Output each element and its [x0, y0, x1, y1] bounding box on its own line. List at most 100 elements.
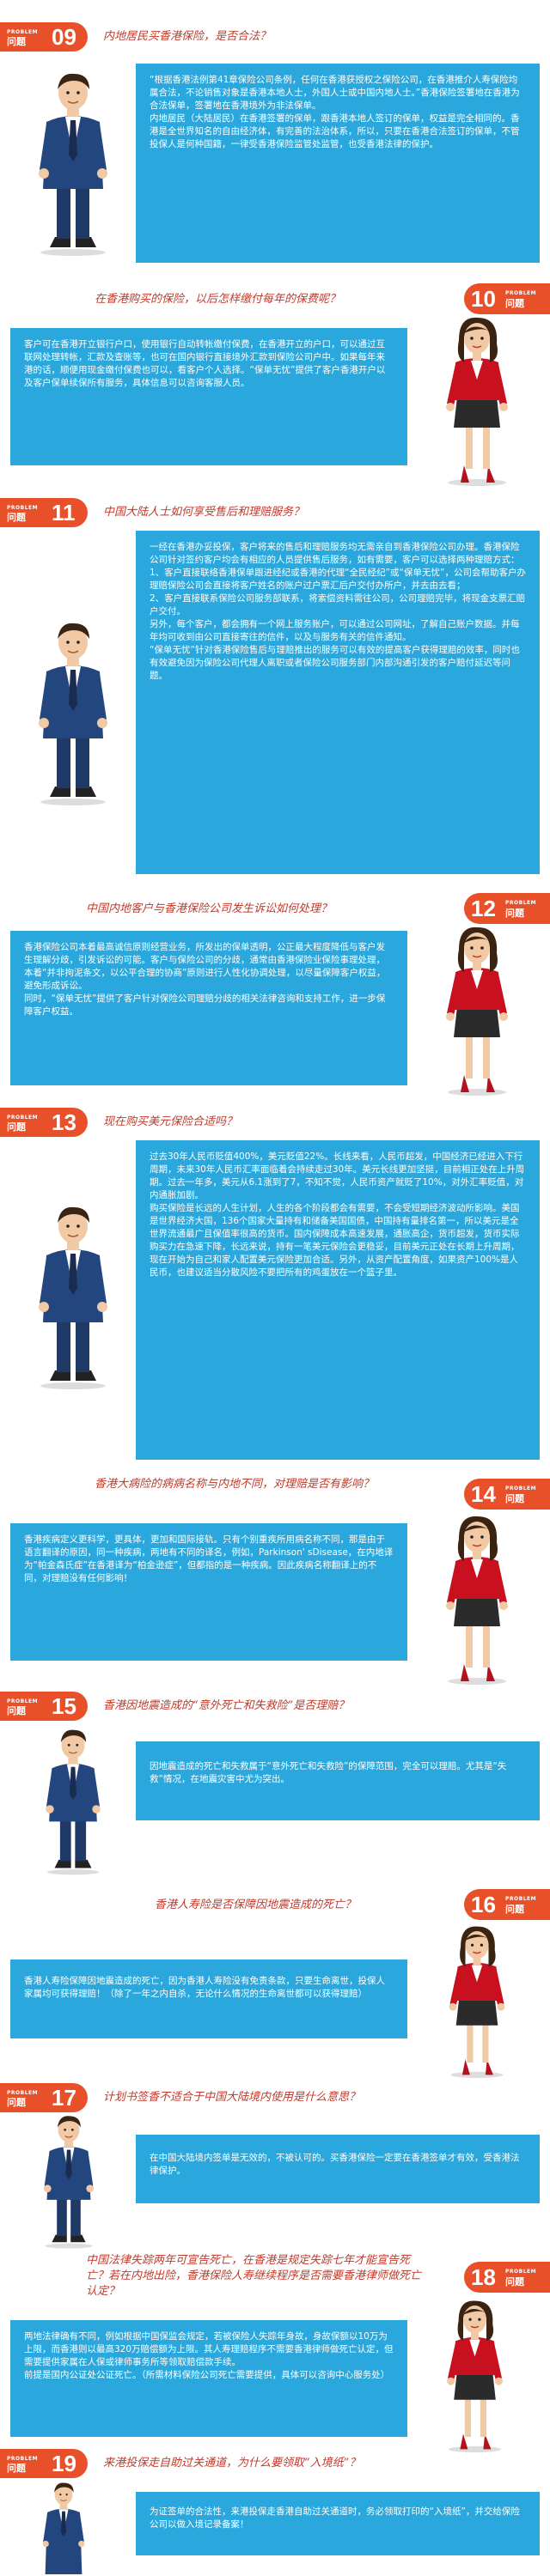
- badge-word: 问题: [505, 1904, 524, 1915]
- badge-word: 问题: [505, 2276, 524, 2287]
- badge-number: 19: [52, 2451, 76, 2476]
- badge-number: 10: [471, 286, 496, 312]
- answer-box: 过去30年人民币贬值400%，美元贬值22%。长线来看，人民币超发，中国经济已经…: [136, 1140, 540, 1460]
- badge-number: 12: [471, 896, 496, 921]
- answer-box: 为证签单的合法性，来港投保走香港自助过关通道时，务必领取打印的“入境纸”，并交给…: [136, 2492, 540, 2555]
- problem-badge: PROBLEM 问题 11: [0, 498, 88, 527]
- badge-word: 问题: [7, 2463, 26, 2474]
- answer-box: 因地震造成的死亡和失救属于“意外死亡和失救险”的保障范围，完全可以理赔。尤其是“…: [136, 1741, 540, 1820]
- answer-paragraph: “根据香港法例第41章保险公司条例，任何在香港获授权之保险公司，在香港推介人寿保…: [150, 75, 520, 111]
- answer-box: 客户可在香港开立银行户口，使用银行自动转帐缴付保费，在香港开立的户口，可以通过互…: [10, 328, 407, 465]
- badge-small-label: PROBLEM: [7, 2090, 39, 2096]
- badge-word: 问题: [7, 2097, 26, 2108]
- badge-number: 15: [52, 1693, 76, 1719]
- badge-small-label: PROBLEM: [7, 29, 39, 35]
- businesswoman-figure: [421, 2298, 529, 2452]
- answer-paragraph: 香港疾病定义更科学，更具体，更加和国际接轨。只有个别重疾所用病名称不同，那是由于…: [24, 1534, 394, 1583]
- question-text: 香港因地震造成的“意外死亡和失救险”是否理赔？: [103, 1699, 350, 1712]
- faq-section-14: 香港大病险的病病名称与内地不同，对理赔是否有影响？ 14 PROBLEM 问题 …: [0, 1468, 550, 1685]
- problem-badge: 10 PROBLEM 问题: [464, 283, 550, 314]
- problem-badge: 12 PROBLEM 问题: [464, 893, 550, 924]
- answer-box: “根据香港法例第41章保险公司条例，任何在香港获授权之保险公司，在香港推介人寿保…: [136, 64, 540, 263]
- problem-badge: 18 PROBLEM 问题: [464, 2262, 550, 2293]
- question-text: 中国大陆人士如何享受售后和理赔服务？: [103, 506, 305, 519]
- question-text: 来港投保走自助过关通道，为什么要领取“入境纸”？: [103, 2457, 361, 2470]
- answer-box: 两地法律确有不同，例如根据中国保监会规定，若被保险人失踪年身故，身故保额以10万…: [10, 2320, 407, 2437]
- answer-paragraph: 同时，“保单无忧”提供了客户针对保险公司理赔分歧的相关法律咨询和支持工作，进一步…: [24, 993, 386, 1017]
- problem-badge: PROBLEM 问题 17: [0, 2083, 88, 2112]
- badge-number: 11: [52, 500, 76, 526]
- faq-section-19: PROBLEM 问题 19 来港投保走自助过关通道，为什么要领取“入境纸”？ 为…: [0, 2447, 550, 2576]
- question-text: 现在购买美元保险合适吗？: [103, 1115, 238, 1128]
- answer-paragraph: 香港人寿险保障因地震造成的死亡，因为香港人寿险没有免责条款，只要生命离世，投保人…: [24, 1976, 385, 1999]
- businessman-figure: [26, 2112, 112, 2250]
- answer-box: 在中国大陆境内签单是无效的，不被认可的。买香港保险一定要在香港签单才有效，受香港…: [136, 2135, 540, 2203]
- businesswoman-figure: [425, 1923, 529, 2078]
- answer-box: 一经在香港办妥投保，客户将来的售后和理赔服务均无需亲自到香港保险公司办理。香港保…: [136, 531, 540, 874]
- answer-box: 香港保险公司本着最高诚信原则经营业务，所发出的保单透明，公正最大程度降低与客户发…: [10, 931, 407, 1085]
- answer-paragraph: 在中国大陆境内签单是无效的，不被认可的。买香港保险一定要在香港签单才有效，受香港…: [150, 2153, 520, 2176]
- badge-word: 问题: [505, 298, 524, 309]
- badge-word: 问题: [7, 36, 26, 47]
- businessman-figure: [17, 69, 129, 258]
- faq-section-15: PROBLEM 问题 15 香港因地震造成的“意外死亡和失救险”是否理赔？ 因地…: [0, 1683, 550, 1880]
- badge-small-label: PROBLEM: [505, 1896, 537, 1902]
- badge-small-label: PROBLEM: [7, 2456, 39, 2462]
- badge-word: 问题: [505, 908, 524, 919]
- answer-paragraph: 客户可在香港开立银行户口，使用银行自动转帐缴付保费，在香港开立的户口，可以通过互…: [24, 339, 386, 388]
- badge-word: 问题: [505, 1493, 524, 1504]
- answer-paragraph: 为证签单的合法性，来港投保走香港自助过关通道时，务必领取打印的“入境纸”，并交给…: [150, 2506, 520, 2530]
- answer-paragraph: “保单无忧”针对香港保险售后与理赔推出的服务可以有效的提高客户获得理赔的效率，同…: [150, 645, 520, 681]
- badge-number: 16: [471, 1892, 496, 1917]
- businesswoman-figure: [421, 1513, 533, 1685]
- faq-section-17: PROBLEM 问题 17 计划书签香不适合于中国大陆境内使用是什么意思？ 在中…: [0, 2078, 550, 2250]
- question-text: 在香港购买的保险，以后怎样缴付每年的保费呢？: [95, 293, 341, 306]
- businessman-figure: [17, 618, 129, 807]
- answer-paragraph: 过去30年人民币贬值400%，美元贬值22%。长线来看，人民币超发，中国经济已经…: [150, 1151, 525, 1200]
- answer-paragraph: 前提是国内公证处公证死亡。（所需材料保险公司死亡需要提供，具体可以咨询中心服务处…: [24, 2370, 390, 2380]
- businesswoman-figure: [421, 314, 533, 486]
- answer-paragraph: 另外，每个客户，都会拥有一个网上服务账户，可以通过公司网址，了解自己账户数据。并…: [150, 619, 520, 642]
- question-text: 中国内地客户与香港保险公司发生诉讼如何处理？: [86, 902, 333, 915]
- answer-box: 香港人寿险保障因地震造成的死亡，因为香港人寿险没有免责条款，只要生命离世，投保人…: [10, 1959, 407, 2038]
- answer-paragraph: 香港保险公司本着最高诚信原则经营业务，所发出的保单透明，公正最大程度降低与客户发…: [24, 942, 386, 991]
- badge-number: 17: [52, 2085, 76, 2111]
- problem-badge: PROBLEM 问题 19: [0, 2449, 88, 2478]
- businessman-figure: [26, 1726, 120, 1876]
- badge-small-label: PROBLEM: [505, 1485, 537, 1492]
- problem-badge: PROBLEM 问题 09: [0, 22, 88, 52]
- question-text: 香港人寿险是否保障因地震造成的死亡？: [155, 1899, 357, 1911]
- badge-small-label: PROBLEM: [505, 900, 537, 906]
- faq-section-12: 中国内地客户与香港保险公司发生诉讼如何处理？ 12 PROBLEM 问题 香港保…: [0, 884, 550, 1099]
- question-text: 内地居民买香港保险，是否合法？: [103, 30, 272, 43]
- answer-paragraph: 因地震造成的死亡和失救属于“意外死亡和失救险”的保障范围，完全可以理赔。尤其是“…: [150, 1761, 507, 1784]
- badge-number: 14: [471, 1481, 496, 1507]
- businessman-figure: [29, 2480, 98, 2574]
- faq-section-13: PROBLEM 问题 13 现在购买美元保险合适吗？ 过去30年人民币贬值400…: [0, 1099, 550, 1468]
- problem-badge: 14 PROBLEM 问题: [464, 1479, 550, 1510]
- badge-small-label: PROBLEM: [7, 1115, 39, 1121]
- question-text: 香港大病险的病病名称与内地不同，对理赔是否有影响？: [95, 1478, 375, 1491]
- badge-word: 问题: [7, 1705, 26, 1716]
- answer-box: 香港疾病定义更科学，更具体，更加和国际接轨。只有个别重疾所用病名称不同，那是由于…: [10, 1523, 407, 1661]
- badge-number: 18: [471, 2264, 496, 2290]
- faq-section-18: 中国法律失踪两年可宣告死亡，在香港是规定失踪七年才能宣告死亡？若在内地出险，香港…: [0, 2250, 550, 2452]
- businessman-figure: [17, 1202, 129, 1391]
- answer-paragraph: 一经在香港办妥投保，客户将来的售后和理赔服务均无需亲自到香港保险公司办理。香港保…: [150, 542, 526, 591]
- faq-section-09: PROBLEM 问题 09 内地居民买香港保险，是否合法？ “根据香港法例第41…: [0, 0, 550, 275]
- businesswoman-figure: [421, 924, 533, 1096]
- problem-badge: PROBLEM 问题 13: [0, 1108, 88, 1137]
- faq-section-11: PROBLEM 问题 11 中国大陆人士如何享受售后和理赔服务？ 一经在香港办妥…: [0, 489, 550, 884]
- badge-number: 09: [52, 24, 76, 50]
- badge-small-label: PROBLEM: [7, 505, 39, 511]
- badge-word: 问题: [7, 512, 26, 523]
- answer-paragraph: 内地居民（大陆居民）在香港签署的保单，跟香港本地人签订的保单，权益是完全相同的。…: [150, 113, 520, 149]
- answer-paragraph: 2、客户直接联系保险公司服务部联系，将索偿资料需往公司，公司理赔完毕，将现金支票…: [150, 593, 526, 617]
- problem-badge: PROBLEM 问题 15: [0, 1692, 88, 1721]
- answer-paragraph: 购买保险是长远的人生计划，人生的各个阶段都会有需要，不会受短期经济波动所影响。美…: [150, 1203, 520, 1278]
- badge-small-label: PROBLEM: [7, 1698, 39, 1704]
- badge-number: 13: [52, 1109, 76, 1135]
- answer-paragraph: 两地法律确有不同，例如根据中国保监会规定，若被保险人失踪年身故，身故保额以10万…: [24, 2331, 394, 2367]
- faq-section-16: 香港人寿险是否保障因地震造成的死亡？ 16 PROBLEM 问题 香港人寿险保障…: [0, 1880, 550, 2078]
- badge-small-label: PROBLEM: [505, 2269, 537, 2275]
